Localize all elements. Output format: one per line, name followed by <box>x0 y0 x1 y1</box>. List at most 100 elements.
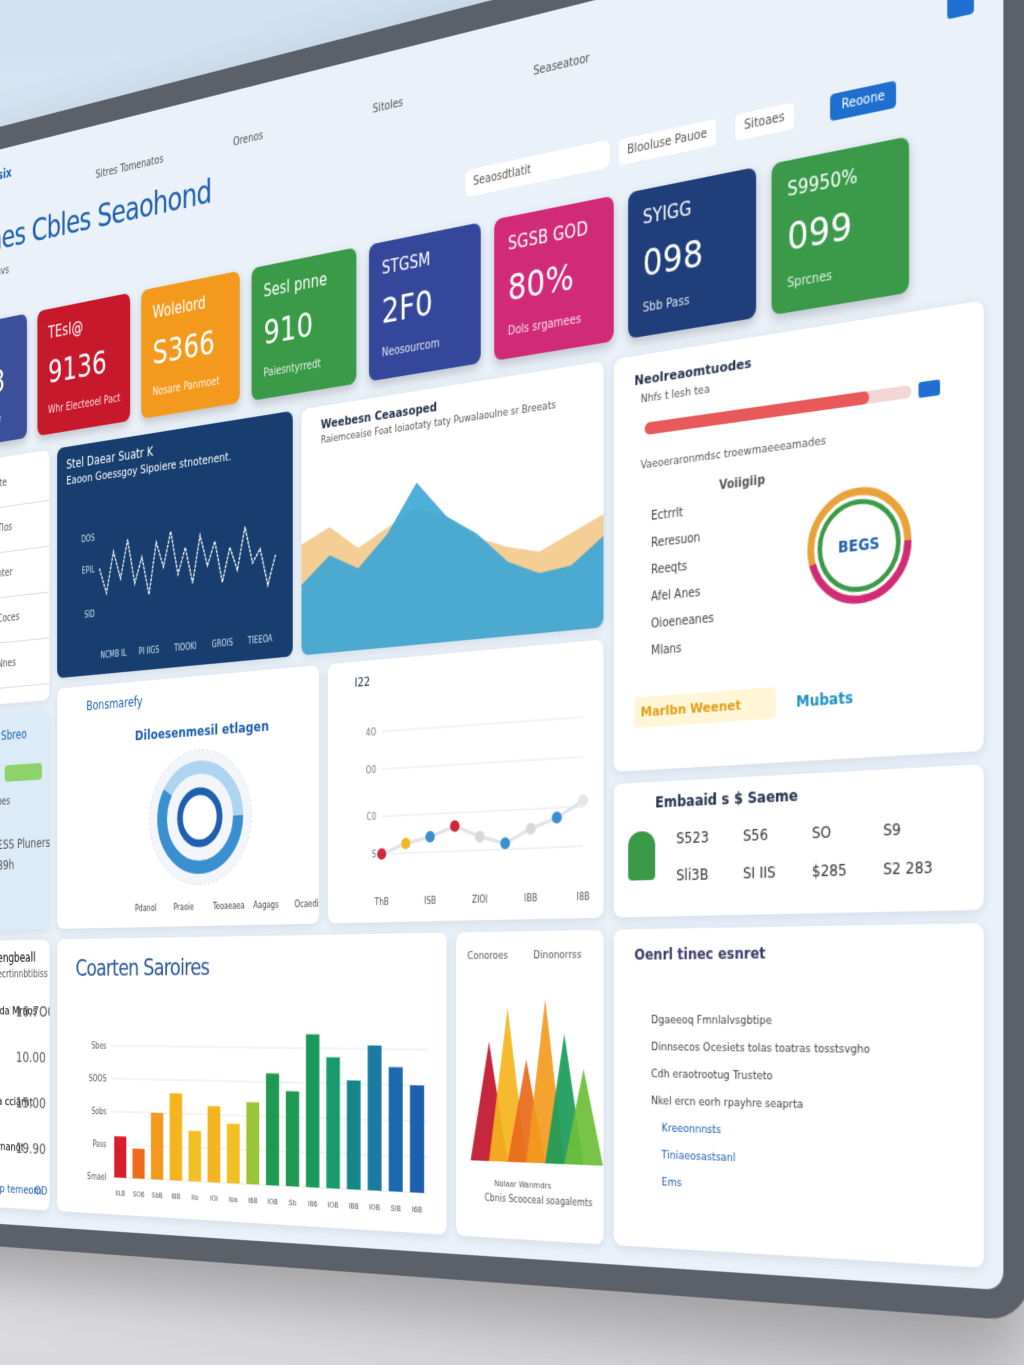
row-value: 10.00 <box>15 1049 46 1067</box>
button[interactable]: Blooluse Pauoe <box>618 119 716 166</box>
search[interactable]: Seaosdtlatit <box>465 139 610 198</box>
note-line: Tiniaeosastsanl <box>661 1149 736 1166</box>
screen: usix Sitres Tomenatos Orenos Sitoles Sea… <box>0 0 1004 1291</box>
list-item: Afel Anes <box>651 585 701 605</box>
divider <box>0 637 50 645</box>
grid-line <box>382 717 583 731</box>
bar <box>285 1091 300 1187</box>
dots-chart: 4O O0 C0 S ThB ISB ZIOI IBB I8B <box>366 639 590 908</box>
triangle-chart <box>470 999 604 1166</box>
table-title: engbeall <box>0 950 36 966</box>
point <box>401 837 411 850</box>
nav-item[interactable]: Orenos <box>232 129 264 150</box>
y-tick-label: 4O <box>366 727 376 738</box>
x-tick-label: IBB <box>349 1201 360 1211</box>
tag <box>4 762 42 782</box>
x-tick-label: SbB <box>152 1191 163 1201</box>
x-tick-label: TIEEOA <box>247 633 273 646</box>
divider <box>0 499 50 510</box>
list-item: Oioeneanes <box>651 611 714 632</box>
notes-panel: Oenrl tinec esnret Dgaeeoq Fmnlalvsgbtip… <box>613 923 984 1268</box>
kpi-value: 910 <box>263 305 314 354</box>
divider <box>0 683 50 690</box>
x-tick-label: SO6 <box>133 1190 144 1200</box>
kpi-label: Wolelord <box>152 292 206 323</box>
list-item: Mlans <box>651 642 682 659</box>
badge[interactable]: Mubats <box>796 688 854 711</box>
note-line: Ems <box>661 1176 682 1191</box>
kpi-card: S9950% 099 Sprcnes <box>771 136 910 316</box>
side-item: Tlos <box>0 521 13 536</box>
cell: S2 283 <box>883 858 933 879</box>
brand: usix <box>0 165 12 185</box>
nav-item[interactable]: Sitoles <box>372 96 404 117</box>
kpi-card: Wolelord S366 Nosare Panmoet <box>141 270 240 419</box>
cell: S523 <box>676 828 709 848</box>
x-tick-label: IOI <box>210 1194 218 1204</box>
y-tick-label: S <box>372 849 377 860</box>
side-list: ite Tlos nter Coces Nnes <box>0 449 50 710</box>
side-table: engbeall ecrtinnbtibiss ip temeom OD ida… <box>0 939 50 1211</box>
bar <box>188 1130 202 1182</box>
bar <box>114 1136 127 1178</box>
x-tick-label: IOB <box>328 1200 339 1210</box>
area-chart <box>301 457 604 656</box>
button[interactable]: Reoone <box>830 80 897 122</box>
kpi-label: SGSB GOD <box>507 217 588 255</box>
legend-item: Aagags <box>253 899 279 911</box>
y-tick-label: SOOS <box>89 1073 107 1083</box>
badge[interactable]: Marlbn Weenet <box>634 686 777 729</box>
point <box>500 837 511 850</box>
x-tick-label: Sb <box>289 1198 297 1208</box>
point <box>425 830 435 843</box>
y-tick-label: C0 <box>367 812 377 823</box>
note-line: Dgaeeoq Fmnlalvsgbtipe <box>651 1014 772 1028</box>
legend-item: Pdanol <box>134 903 157 914</box>
line <box>99 517 275 604</box>
triangle-panel: Conoroes Dinonorrss Nolaar Wanmdrs Cbnis… <box>455 929 604 1245</box>
kpi-value: 2F0 <box>381 282 433 333</box>
area-panel: Weebesn Ceaasoped Raiemceaise Foat Ioiao… <box>301 361 604 656</box>
kpi-card: Sesl pnne 910 Paiesntyrredt <box>251 247 357 401</box>
bar <box>367 1045 382 1191</box>
kpi-value: 1288 <box>0 363 5 410</box>
x-tick-label: GROIS <box>212 637 233 649</box>
user-icon[interactable] <box>947 0 974 20</box>
kpi-value: 099 <box>787 204 853 261</box>
grid-line <box>382 846 583 854</box>
y-tick-label: Pass <box>93 1139 107 1150</box>
x-tick-label: IBB <box>524 892 537 904</box>
row-value: 15.00 <box>15 1094 46 1113</box>
note-line: Cdh eraotrootug Trusteto <box>651 1068 773 1084</box>
legend-item: Teoaeaea <box>212 900 245 912</box>
spark-chart: DOS EPIL SID NCMB IL PI IIGS TIOOKI GROIS TIEEO… <box>81 411 293 661</box>
x-tick-label: ISB <box>424 895 436 906</box>
x-tick-label: I86 <box>308 1199 318 1209</box>
panel-title: Neolreaomtuodes <box>634 354 752 389</box>
x-tick-label: Ioa <box>229 1195 238 1205</box>
bar <box>326 1057 340 1189</box>
x-tick-label: ThB <box>374 897 389 908</box>
panel-title: Embaaid s $ Saeme <box>655 786 799 812</box>
x-tick-label: I6B <box>412 1205 423 1215</box>
note-line: Dinnsecos Ocesiets tolas toatras tosstsv… <box>651 1041 871 1057</box>
card-title: ct Sbreo <box>0 726 27 744</box>
bar <box>226 1123 240 1184</box>
nav-item[interactable]: Seaseatoor <box>533 52 590 79</box>
kpi-label: SYIGG <box>642 197 692 229</box>
y-tick-label: DOS <box>81 533 95 545</box>
button[interactable]: Sitoaes <box>735 102 794 142</box>
x-tick-label: SIB <box>391 1204 402 1214</box>
x-tick-label: I8B <box>577 891 590 903</box>
kpi-card: S0111288Bolatpraroade <box>0 313 27 453</box>
nav-item[interactable]: Sitres Tomenatos <box>95 153 164 182</box>
kpi-card: SGSB GOD 80% Dols srgamees <box>494 195 614 361</box>
bar <box>169 1093 183 1181</box>
panel-title: Oenrl tinec esnret <box>634 944 766 964</box>
dots-panel: I22 4O O0 C0 S ThB ISB ZIOI IBB I8B <box>327 639 604 924</box>
status-ring: BEGS <box>802 474 918 615</box>
row-value: 19.90 <box>15 1140 46 1159</box>
panel-subtitle: Nhfs t lesh tea <box>640 383 710 407</box>
